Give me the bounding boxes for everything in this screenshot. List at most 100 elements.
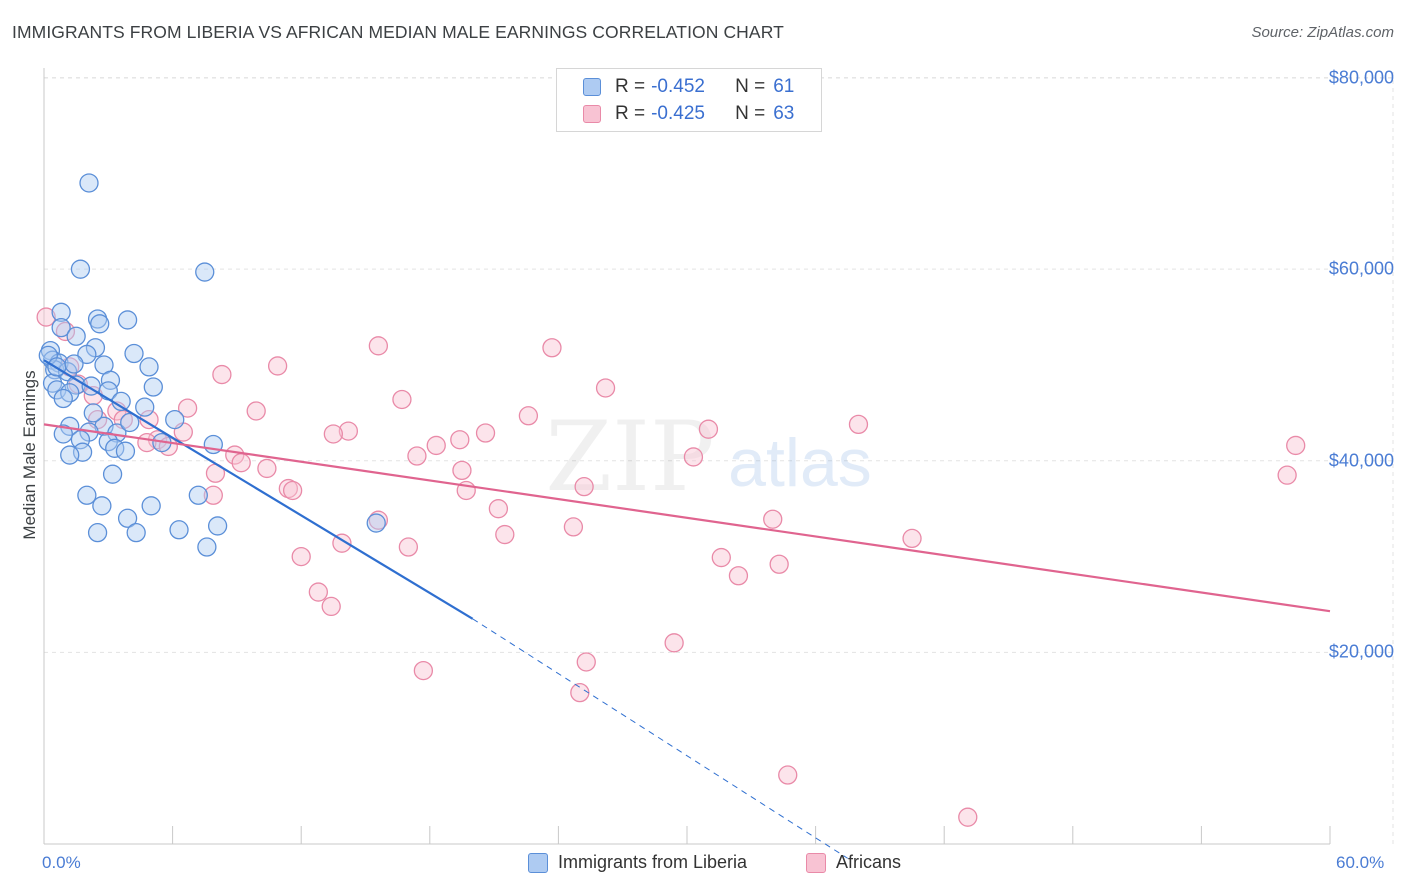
liberia-point [64,354,84,374]
legend-row-africans: R = -0.425 N = 63 [583,103,794,125]
africans-point [257,458,277,479]
liberia-point [143,377,163,397]
liberia-point [188,485,208,505]
liberia-point [366,513,386,533]
liberia-point [51,302,71,322]
africans-point [902,528,922,549]
africans-point [778,765,798,785]
africans-point [1277,465,1297,485]
watermark-atlas: atlas [728,425,872,501]
liberia-point [53,388,73,409]
africans-point [518,406,539,426]
bottom-legend-africans[interactable]: Africans [806,852,901,873]
liberia-point [87,522,108,543]
africans-point [212,364,232,385]
liberia-point [79,173,99,193]
liberia-point [197,537,217,557]
africans-point [332,533,352,553]
legend-row-liberia: R = -0.452 N = 61 [583,76,794,98]
africans-point [291,546,311,567]
africans-point [1286,435,1306,456]
legend-label-africans: Africans [836,852,902,872]
africans-point [139,409,159,430]
legend-swatch-africans [583,105,601,123]
africans-point [407,446,427,466]
liberia-point [207,516,228,536]
africans-trend-line [43,423,1331,613]
liberia-point [135,397,155,417]
africans-point [848,414,869,435]
liberia-point [120,412,140,433]
liberia-point [92,496,112,516]
liberia-point [90,314,110,334]
africans-point [698,419,719,439]
africans-point [711,547,731,568]
n-label: N = [735,76,766,97]
liberia-points [38,173,386,557]
legend-swatch-africans [806,852,826,873]
r-label: R = [615,76,646,97]
correlation-legend: R = -0.452 N = 61 R = -0.425 N = 63 [556,68,822,132]
africans-point [308,582,328,602]
liberia-point [124,343,144,364]
liberia-point [51,317,71,338]
liberia-point [165,409,185,430]
africans-point [664,633,684,653]
africans-point [452,460,472,481]
africans-point [488,499,509,519]
africans-point [338,421,359,441]
liberia-trend-line [43,359,474,620]
r-value: -0.452 [651,76,705,97]
y-tick-label: $20,000 [1328,641,1394,662]
liberia-point [60,445,80,465]
africans-points [36,307,1306,827]
r-value: -0.425 [651,103,705,124]
liberia-trend-extension [472,618,849,859]
africans-point [576,652,596,672]
bottom-legend-liberia[interactable]: Immigrants from Liberia [528,852,747,873]
y-tick-label: $80,000 [1328,67,1394,88]
africans-point [267,356,288,376]
africans-point [321,596,341,617]
liberia-point [70,259,91,279]
liberia-point [83,403,103,423]
africans-point [282,480,303,501]
liberia-point [77,344,97,365]
africans-point [958,807,978,827]
africans-point [495,524,515,545]
africans-point [450,430,470,450]
africans-point [368,510,389,530]
legend-swatch-liberia [528,852,548,873]
africans-point [323,424,344,444]
source-label: Source: ZipAtlas.com [1251,24,1394,41]
africans-point [392,389,412,410]
trend-lines [43,359,1331,859]
africans-point [769,554,789,574]
africans-point [683,447,704,467]
chart-title: IMMIGRANTS FROM LIBERIA VS AFRICAN MEDIA… [12,22,784,42]
y-tick-label: $40,000 [1328,450,1394,471]
africans-point [595,378,616,398]
africans-point [368,336,389,356]
n-label: N = [735,103,766,124]
africans-point [231,453,251,473]
liberia-point [169,520,189,540]
x-tick-min: 0.0% [42,853,81,872]
liberia-point [53,424,73,444]
liberia-point [126,522,146,543]
legend-swatch-liberia [583,78,601,96]
liberia-point [66,326,86,346]
liberia-point [102,464,123,484]
watermark-zip: ZIP [545,401,714,513]
watermark: ZIP atlas [545,401,871,513]
africans-point [177,398,198,418]
r-label: R = [615,103,646,124]
liberia-point [117,310,138,330]
x-tick-max: 60.0% [1336,853,1385,872]
liberia-point [77,485,97,505]
axes [43,68,1331,845]
y-tick-label: $60,000 [1328,258,1394,279]
liberia-point [117,508,138,528]
africans-point [426,435,446,456]
